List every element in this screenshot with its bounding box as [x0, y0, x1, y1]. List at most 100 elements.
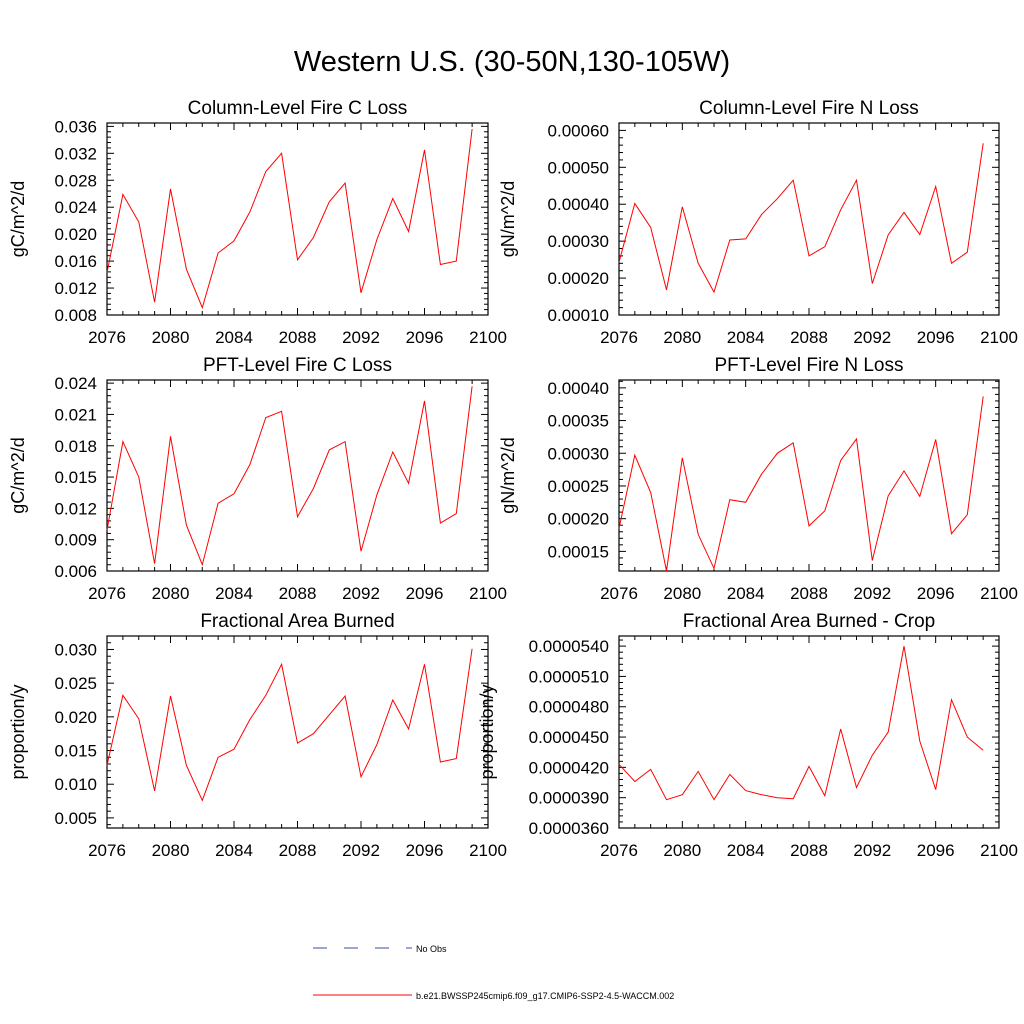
data-point: [249, 211, 250, 212]
data-point: [824, 510, 825, 511]
data-point: [793, 442, 794, 443]
x-tick-label: 2084: [215, 841, 253, 860]
y-tick-label: 0.0000540: [529, 637, 609, 656]
data-point: [170, 695, 171, 696]
y-tick-label: 0.006: [54, 562, 97, 581]
data-point: [392, 452, 393, 453]
data-point: [761, 474, 762, 475]
data-point: [650, 769, 651, 770]
data-point: [122, 695, 123, 696]
plot-frame: [106, 122, 489, 316]
data-point: [698, 263, 699, 264]
data-point: [856, 438, 857, 439]
data-point: [281, 664, 282, 665]
data-point: [218, 253, 219, 254]
data-point: [951, 533, 952, 534]
legend: No Obs b.e21.BWSSP245cmip6.f09_g17.CMIP6…: [313, 944, 674, 1001]
y-tick-label: 0.016: [54, 252, 97, 271]
x-tick-label: 2100: [980, 584, 1018, 603]
x-tick-label: 2096: [917, 841, 955, 860]
data-point: [170, 436, 171, 437]
data-point: [297, 259, 298, 260]
data-point: [714, 568, 715, 569]
x-tick-label: 2092: [342, 328, 380, 347]
x-tick-label: 2100: [469, 584, 507, 603]
x-tick-label: 2076: [88, 584, 126, 603]
x-tick-label: 2080: [663, 584, 701, 603]
y-tick-label: 0.008: [54, 306, 97, 325]
data-point: [186, 269, 187, 270]
data-point: [361, 551, 362, 552]
data-point: [392, 198, 393, 199]
data-point: [361, 776, 362, 777]
data-point: [904, 646, 905, 647]
data-point: [935, 439, 936, 440]
data-point: [107, 765, 108, 766]
data-point: [329, 449, 330, 450]
data-point: [983, 750, 984, 751]
data-point: [666, 571, 667, 572]
y-tick-label: 0.032: [54, 144, 97, 163]
x-tick-label: 2100: [980, 328, 1018, 347]
x-tick-label: 2100: [980, 841, 1018, 860]
panel-title: PFT-Level Fire N Loss: [715, 355, 904, 376]
data-point: [376, 494, 377, 495]
data-point: [698, 771, 699, 772]
x-tick-label: 2076: [600, 328, 638, 347]
data-point: [904, 470, 905, 471]
y-tick-label: 0.020: [54, 708, 97, 727]
data-point: [107, 530, 108, 531]
data-point: [919, 496, 920, 497]
x-tick-label: 2088: [279, 584, 317, 603]
data-point: [840, 728, 841, 729]
data-point: [408, 728, 409, 729]
x-tick-label: 2076: [600, 841, 638, 860]
data-point: [170, 189, 171, 190]
data-point: [872, 283, 873, 284]
data-point: [666, 289, 667, 290]
y-tick-label: 0.010: [54, 775, 97, 794]
y-axis-label: gN/m^2/d: [498, 181, 518, 257]
data-point: [202, 307, 203, 308]
y-tick-label: 0.0000420: [529, 758, 609, 777]
plot-frame: [618, 635, 1000, 829]
data-point: [202, 564, 203, 565]
x-tick-label: 2080: [152, 584, 190, 603]
data-point: [440, 522, 441, 523]
x-tick-label: 2084: [727, 328, 765, 347]
y-tick-label: 0.009: [54, 531, 97, 550]
data-point: [729, 499, 730, 500]
x-tick-label: 2092: [853, 584, 891, 603]
y-tick-label: 0.00010: [548, 306, 609, 325]
data-point: [472, 648, 473, 649]
data-point: [281, 411, 282, 412]
y-tick-label: 0.0000450: [529, 728, 609, 747]
x-tick-label: 2096: [917, 328, 955, 347]
data-point: [872, 560, 873, 561]
x-tick-label: 2100: [469, 841, 507, 860]
y-tick-label: 0.005: [54, 809, 97, 828]
data-point: [297, 743, 298, 744]
x-tick-label: 2084: [727, 584, 765, 603]
x-tick-label: 2080: [663, 841, 701, 860]
data-point: [154, 302, 155, 303]
series-line: [618, 646, 984, 801]
y-tick-label: 0.0000510: [529, 667, 609, 686]
data-point: [376, 744, 377, 745]
data-point: [218, 757, 219, 758]
data-point: [122, 441, 123, 442]
data-point: [745, 502, 746, 503]
data-point: [138, 477, 139, 478]
y-tick-label: 0.015: [54, 742, 97, 761]
data-point: [472, 386, 473, 387]
data-point: [761, 214, 762, 215]
chart-panel-1: Column-Level Fire C Loss gC/m^2/d 2076 2080…: [8, 98, 507, 347]
x-tick-label: 2096: [406, 584, 444, 603]
data-point: [329, 714, 330, 715]
data-point: [682, 206, 683, 207]
x-tick-label: 2088: [279, 841, 317, 860]
data-point: [345, 182, 346, 183]
x-tick-label: 2092: [342, 584, 380, 603]
data-point: [951, 699, 952, 700]
series-line: [106, 129, 473, 310]
